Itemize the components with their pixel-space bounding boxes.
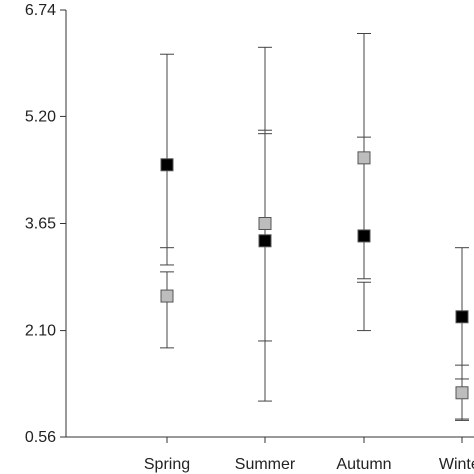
data-point-s0-spring	[160, 158, 174, 172]
x-tick-label-summer: Summer	[235, 456, 296, 473]
markers	[160, 151, 469, 400]
y-tick-label: 6.74	[25, 2, 56, 19]
x-tick-label-autumn: Autumn	[336, 456, 391, 473]
x-tick-label-winter: Winter	[439, 456, 474, 473]
y-tick-label: 3.65	[25, 216, 56, 233]
y-tick-label: 0.56	[25, 429, 56, 446]
data-point-s0-summer	[258, 234, 272, 248]
y-tick-label: 2.10	[25, 323, 56, 340]
data-point-s0-winter	[455, 310, 469, 324]
data-point-s0-autumn	[357, 229, 371, 243]
data-point-s1-winter	[455, 386, 469, 400]
axes	[60, 9, 474, 443]
labels: 0.56 2.10 3.65 5.20 6.74 Spring Summer Autumn Wi…	[25, 2, 474, 473]
data-point-s1-autumn	[357, 151, 371, 165]
data-point-s1-spring	[160, 289, 174, 303]
y-tick-label: 5.20	[25, 108, 56, 125]
error-bars	[160, 32, 469, 421]
data-point-s1-summer	[258, 217, 272, 230]
x-tick-label-spring: Spring	[144, 456, 190, 473]
